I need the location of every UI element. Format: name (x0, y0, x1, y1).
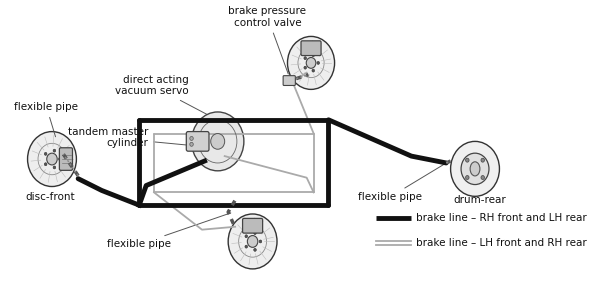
Circle shape (481, 158, 484, 162)
Circle shape (451, 141, 499, 196)
Circle shape (304, 66, 307, 69)
Circle shape (461, 153, 489, 184)
Circle shape (47, 153, 57, 165)
Circle shape (312, 54, 314, 57)
Circle shape (53, 149, 56, 152)
Circle shape (44, 163, 47, 166)
FancyBboxPatch shape (187, 132, 209, 151)
Circle shape (245, 245, 248, 248)
Circle shape (190, 136, 193, 140)
Circle shape (191, 112, 244, 171)
Circle shape (247, 236, 258, 247)
Circle shape (28, 132, 76, 186)
Text: brake pressure
control valve: brake pressure control valve (229, 6, 307, 74)
Circle shape (254, 232, 256, 235)
Circle shape (306, 57, 316, 68)
FancyBboxPatch shape (301, 41, 321, 55)
Circle shape (211, 134, 224, 149)
Ellipse shape (470, 162, 480, 176)
Text: flexible pipe: flexible pipe (358, 164, 444, 202)
Circle shape (44, 152, 47, 155)
Circle shape (466, 158, 469, 162)
Text: flexible pipe: flexible pipe (14, 102, 79, 137)
Circle shape (481, 176, 484, 180)
Circle shape (312, 69, 314, 72)
FancyBboxPatch shape (283, 76, 295, 86)
Circle shape (228, 214, 277, 269)
Text: drum-rear: drum-rear (453, 195, 506, 205)
FancyBboxPatch shape (242, 219, 263, 233)
Circle shape (259, 240, 262, 243)
Text: direct acting
vacuum servo: direct acting vacuum servo (115, 75, 222, 122)
Text: flexible pipe: flexible pipe (107, 213, 231, 249)
Circle shape (53, 166, 56, 169)
Text: brake line – LH front and RH rear: brake line – LH front and RH rear (416, 239, 586, 249)
Circle shape (254, 248, 256, 251)
Circle shape (190, 142, 193, 146)
Text: brake line – RH front and LH rear: brake line – RH front and LH rear (416, 213, 586, 223)
Text: tandem master
cylinder: tandem master cylinder (68, 127, 197, 148)
Circle shape (466, 176, 469, 180)
Circle shape (304, 57, 307, 59)
Circle shape (317, 61, 320, 64)
Circle shape (287, 36, 335, 90)
Circle shape (245, 235, 248, 238)
Circle shape (59, 158, 61, 160)
Text: disc-front: disc-front (25, 192, 75, 202)
FancyBboxPatch shape (59, 148, 73, 170)
